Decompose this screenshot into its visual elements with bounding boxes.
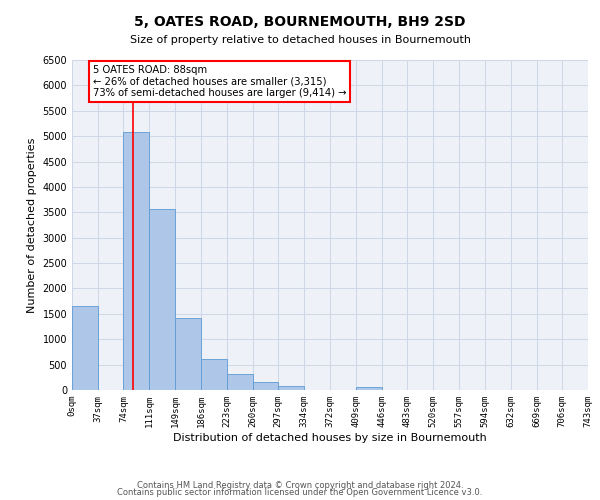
Y-axis label: Number of detached properties: Number of detached properties — [27, 138, 37, 312]
Bar — [72, 306, 98, 390]
Text: Size of property relative to detached houses in Bournemouth: Size of property relative to detached ho… — [130, 35, 470, 45]
Bar — [175, 318, 201, 390]
Bar — [201, 359, 227, 390]
Text: Contains HM Land Registry data © Crown copyright and database right 2024.: Contains HM Land Registry data © Crown c… — [137, 480, 463, 490]
Bar — [227, 374, 253, 390]
Text: 5 OATES ROAD: 88sqm
← 26% of detached houses are smaller (3,315)
73% of semi-det: 5 OATES ROAD: 88sqm ← 26% of detached ho… — [92, 65, 346, 98]
Text: 5, OATES ROAD, BOURNEMOUTH, BH9 2SD: 5, OATES ROAD, BOURNEMOUTH, BH9 2SD — [134, 15, 466, 29]
Bar — [278, 386, 304, 390]
Bar — [124, 132, 149, 390]
Text: Contains public sector information licensed under the Open Government Licence v3: Contains public sector information licen… — [118, 488, 482, 497]
Bar — [253, 382, 278, 390]
Bar — [149, 208, 175, 390]
Bar — [356, 388, 382, 390]
X-axis label: Distribution of detached houses by size in Bournemouth: Distribution of detached houses by size … — [173, 432, 487, 442]
